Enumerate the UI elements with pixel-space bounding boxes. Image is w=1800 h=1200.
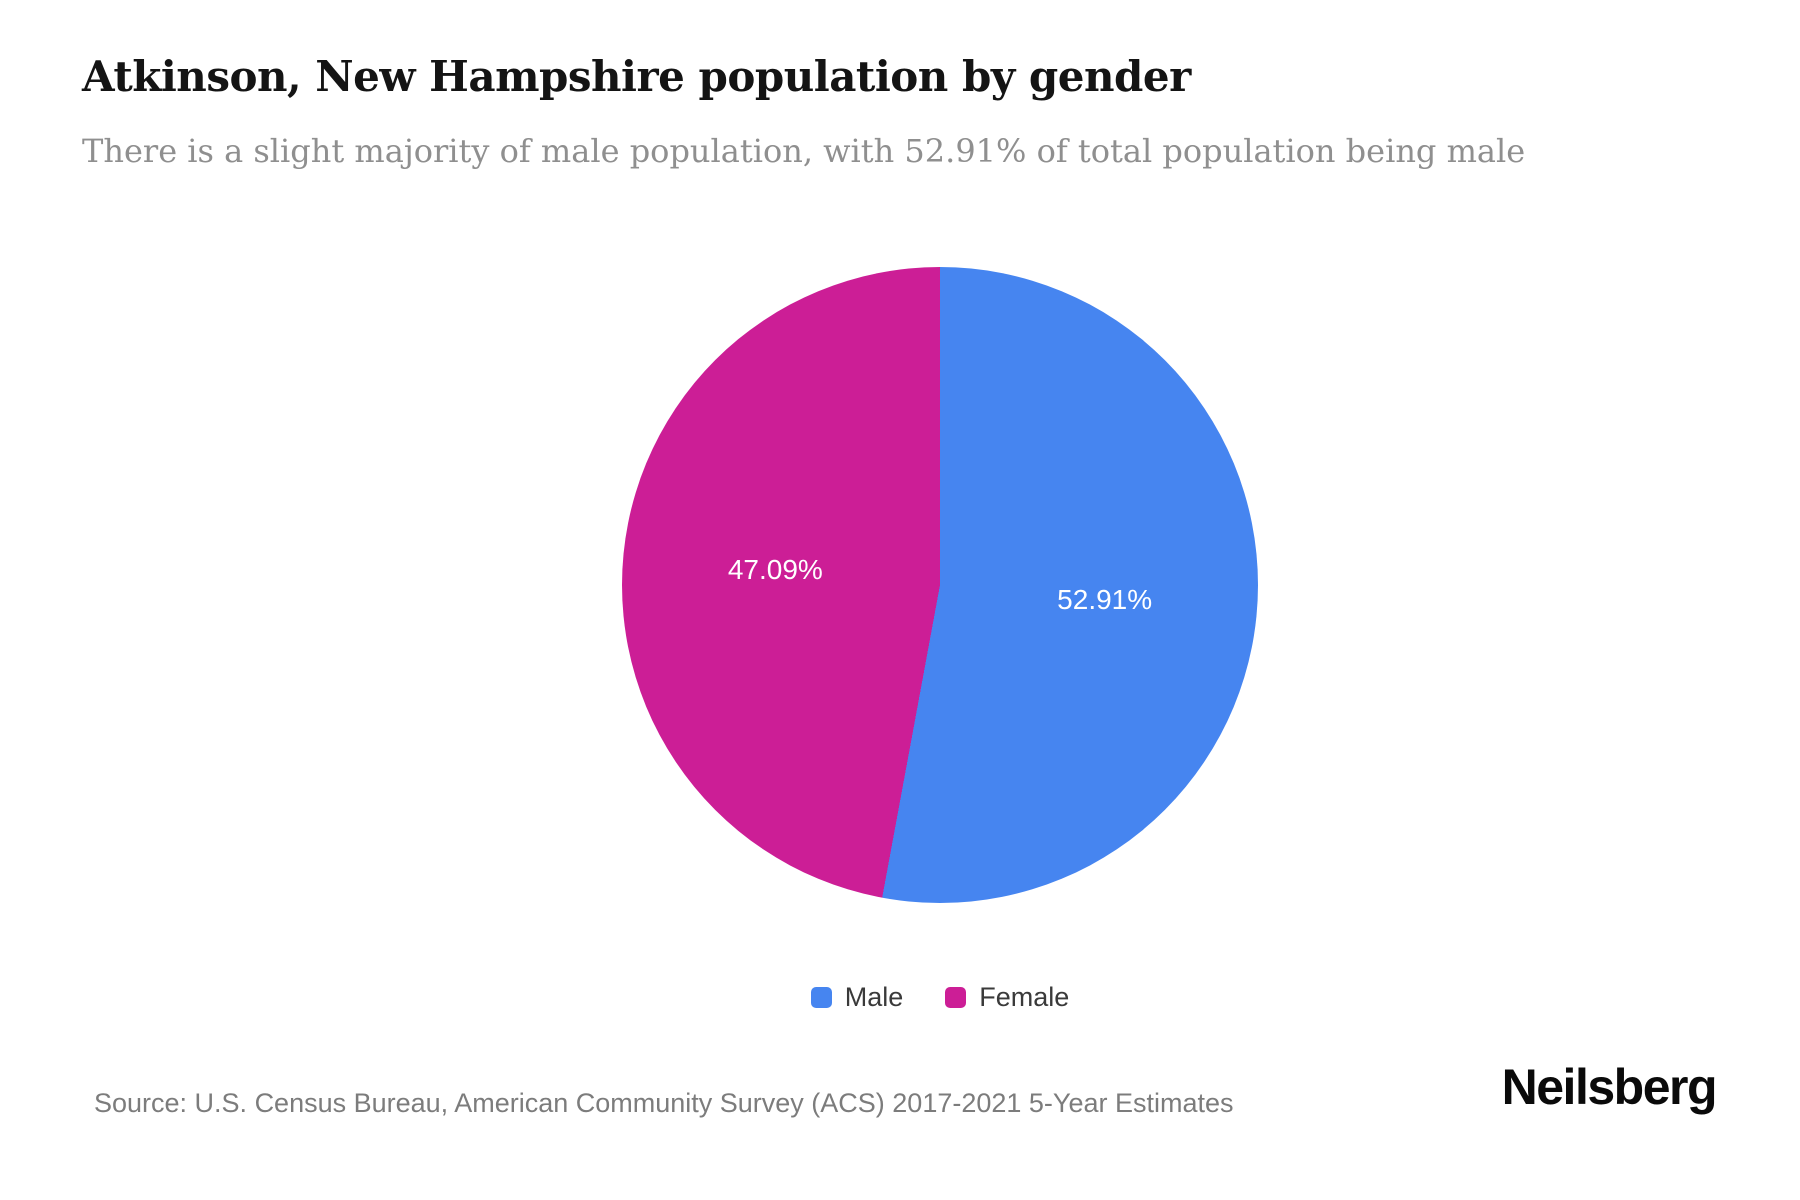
chart-subtitle: There is a slight majority of male popul… [82, 132, 1526, 170]
female-swatch-icon [945, 987, 967, 1008]
pie-slice-label-female: 47.09% [727, 553, 823, 585]
legend: Male Female [622, 982, 1258, 1013]
source-note: Source: U.S. Census Bureau, American Com… [94, 1088, 1234, 1118]
chart-title: Atkinson, New Hampshire population by ge… [82, 52, 1191, 101]
pie-chart[interactable]: 52.91% 47.09% [622, 267, 1258, 903]
legend-item-male[interactable]: Male [810, 982, 904, 1013]
legend-item-female[interactable]: Female [945, 982, 1069, 1013]
male-swatch-icon [810, 987, 832, 1008]
neilsberg-logo: Neilsberg [1501, 1059, 1718, 1115]
legend-label-female: Female [979, 982, 1070, 1012]
pie-slice-label-male: 52.91% [1057, 584, 1153, 616]
legend-label-male: Male [844, 982, 904, 1012]
